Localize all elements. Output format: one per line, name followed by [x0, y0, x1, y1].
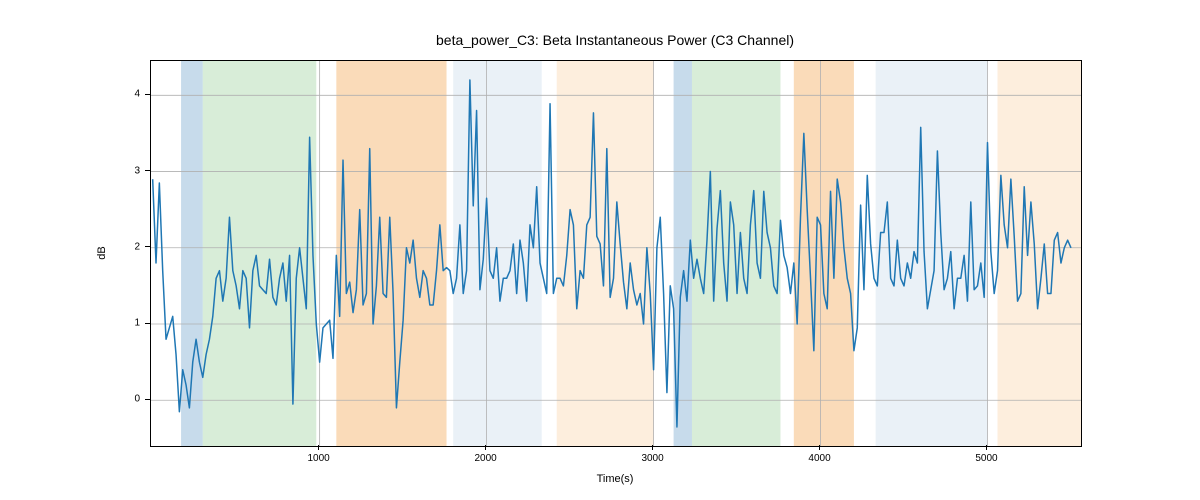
region-band	[447, 61, 454, 446]
y-tick-label: 3	[134, 165, 140, 176]
figure: beta_power_C3: Beta Instantaneous Power …	[0, 0, 1200, 500]
region-band	[692, 61, 780, 446]
y-tick-mark	[145, 246, 150, 247]
region-band	[998, 61, 1081, 446]
plot-area	[150, 60, 1082, 447]
y-tick-mark	[145, 170, 150, 171]
y-tick-mark	[145, 323, 150, 324]
x-tick-label: 2000	[474, 453, 496, 464]
x-tick-mark	[318, 445, 319, 450]
y-tick-mark	[145, 94, 150, 95]
y-tick-label: 0	[134, 394, 140, 405]
y-tick-label: 1	[134, 318, 140, 329]
background-regions	[181, 61, 1081, 446]
x-tick-label: 1000	[308, 453, 330, 464]
x-axis-label: Time(s)	[150, 473, 1080, 485]
chart-title: beta_power_C3: Beta Instantaneous Power …	[150, 32, 1080, 48]
x-tick-mark	[652, 445, 653, 450]
x-tick-label: 5000	[975, 453, 997, 464]
y-tick-mark	[145, 399, 150, 400]
x-tick-mark	[819, 445, 820, 450]
region-band	[557, 61, 654, 446]
x-tick-label: 4000	[808, 453, 830, 464]
x-tick-label: 3000	[641, 453, 663, 464]
x-tick-mark	[485, 445, 486, 450]
plot-svg	[151, 61, 1081, 446]
x-tick-mark	[986, 445, 987, 450]
y-axis-label: dB	[96, 246, 108, 259]
region-band	[876, 61, 988, 446]
region-band	[181, 61, 203, 446]
y-tick-label: 4	[134, 89, 140, 100]
y-tick-label: 2	[134, 241, 140, 252]
